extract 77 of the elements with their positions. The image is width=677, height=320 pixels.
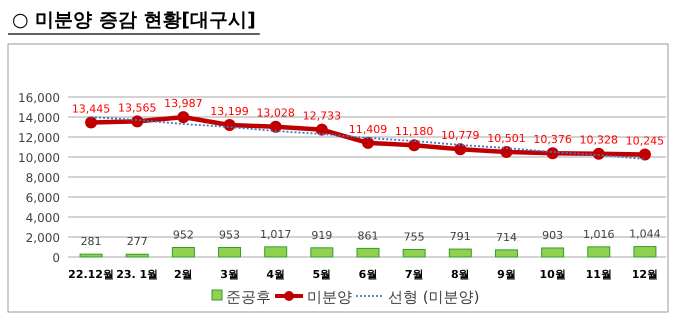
data-label: 13,199 [210,105,249,118]
x-tick-label: 3월 [220,268,239,281]
x-tick-label: 12월 [632,268,658,281]
point [131,115,144,128]
point [270,120,282,133]
x-tick-label: 8월 [450,268,470,281]
data-label: 791 [450,230,471,244]
data-label: 11,409 [348,122,388,136]
bar [126,254,149,258]
data-label: 755 [404,230,425,244]
data-label: 714 [496,230,517,244]
data-label: 952 [172,228,194,242]
y-tick-label: 10,000 [18,151,60,165]
data-label: 903 [542,228,564,242]
data-label: 919 [311,228,332,242]
x-tick-label: 5월 [312,268,332,281]
bar [402,248,426,258]
legend-label: 선형 (미분양) [388,288,480,306]
point [546,147,559,160]
point [454,143,466,156]
data-label: 1,017 [260,228,292,241]
data-label: 861 [358,229,378,242]
legend-label: 준공후 [226,288,271,306]
x-tick-label: 4월 [266,268,286,281]
legend-label: 미분양 [307,288,352,306]
y-tick-label: 4,000 [26,211,60,225]
point [638,148,651,161]
data-label: 10,245 [626,134,664,148]
point [85,116,98,129]
x-tick-label: 23. 1월 [116,268,158,281]
bar [541,247,564,258]
data-label: 281 [80,235,102,248]
bar [587,246,610,258]
point [316,124,328,136]
data-label: 10,328 [580,134,618,147]
bar [218,246,242,258]
point [177,111,190,124]
point [224,119,236,132]
bar [494,249,518,258]
data-label: 13,565 [118,101,156,114]
x-tick-label: 2월 [174,268,193,281]
data-label: 10,376 [533,133,572,146]
bar [172,246,195,258]
data-label: 277 [126,235,148,248]
data-label: 10,779 [441,129,480,142]
data-label: 12,733 [302,110,342,123]
bar [448,248,472,258]
x-tick-label: 6월 [358,268,378,281]
data-label: 953 [219,228,240,242]
y-tick-label: 0 [52,251,60,265]
data-label: 13,028 [256,106,295,120]
bar [310,247,334,258]
x-tick-label: 9월 [497,268,516,281]
data-label: 1,016 [583,228,615,241]
bar [633,246,656,258]
x-tick-label: 7월 [404,268,424,281]
y-tick-label: 2,000 [26,231,60,245]
bar [264,246,288,258]
data-label: 13,445 [72,102,110,116]
chart-title: ○ 미분양 증감 현황[대구시] [12,9,256,31]
point [500,146,512,158]
x-tick-label: 10월 [539,268,566,281]
data-label: 13,987 [164,97,203,110]
point [408,139,420,152]
y-tick-label: 14,000 [18,111,60,125]
data-label: 10,501 [487,132,526,145]
y-tick-label: 16,000 [18,91,60,105]
x-tick-label: 11월 [586,268,612,281]
point [362,136,374,149]
data-label: 1,044 [629,228,661,241]
y-tick-label: 8,000 [26,171,60,185]
y-tick-label: 12,000 [18,131,60,145]
data-label: 11,180 [394,125,434,138]
bar [80,254,103,258]
y-tick-label: 6,000 [26,191,60,205]
bar [356,248,380,258]
x-tick-label: 22.12월 [68,268,114,281]
